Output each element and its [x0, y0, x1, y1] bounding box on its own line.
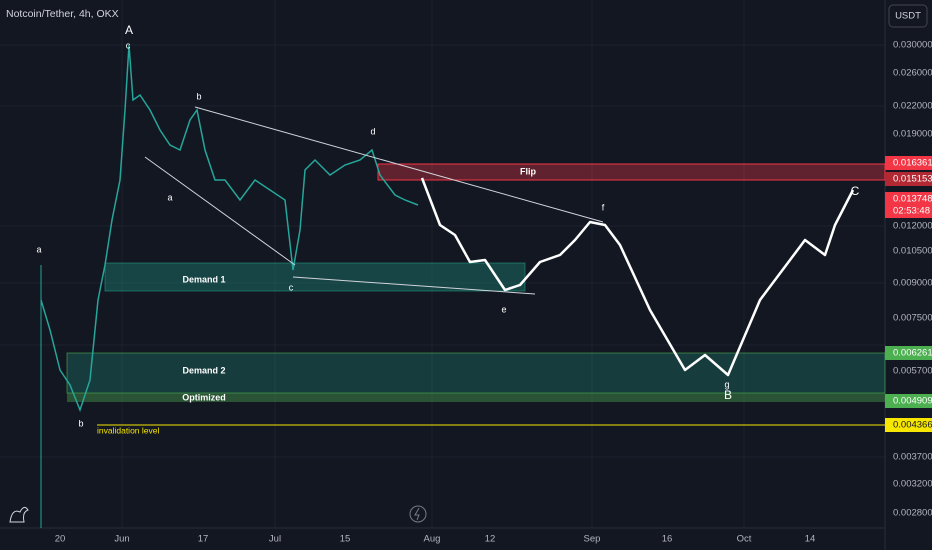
price-action	[40, 44, 419, 413]
symbol-title: Notcoin/Tether, 4h, OKX	[6, 8, 119, 20]
price-tag	[885, 418, 932, 432]
trendlines	[144, 106, 604, 295]
wave-label: b	[78, 418, 83, 428]
price-tag-label: 0.015153	[893, 174, 932, 185]
wave-label: b	[196, 91, 201, 101]
price-tag-label: 0.016361	[893, 158, 932, 169]
wave-label: e	[501, 304, 506, 314]
time-axis-label: 12	[485, 534, 496, 545]
currency-button[interactable]	[888, 4, 928, 28]
optimized-zone	[67, 393, 885, 402]
replay-icon[interactable]	[409, 505, 427, 523]
replay-icon	[414, 507, 420, 521]
price-tag	[885, 394, 932, 408]
price-axis-label: 0.030000	[893, 40, 932, 51]
price-tag-label: 0.013748	[893, 194, 932, 205]
zone-label: Optimized	[182, 392, 226, 402]
price-axis-label: 0.019000	[893, 129, 932, 140]
time-axis-label: 17	[198, 534, 209, 545]
price-axis-label: 0.022000	[893, 101, 932, 112]
wave-label: A	[125, 23, 133, 37]
demand1-zone	[104, 262, 526, 292]
time-axis-label: Oct	[737, 534, 752, 545]
price-tag-label: 0.004909	[893, 396, 932, 407]
wave-label: g	[724, 379, 729, 389]
price-tag	[885, 172, 932, 186]
wave-label: a	[36, 244, 41, 254]
price-tag	[885, 346, 932, 360]
price-axis-label: 0.010500	[893, 246, 932, 257]
logo	[9, 506, 29, 523]
time-axis-label: Aug	[424, 534, 441, 545]
wave-label: c	[289, 282, 294, 292]
wave-label: C	[851, 184, 860, 198]
price-tag	[885, 156, 932, 170]
flip-zone	[377, 163, 886, 181]
time-axis-label: 14	[805, 534, 816, 545]
price-axis-label: 0.005700	[893, 366, 932, 377]
wave-label: B	[724, 388, 732, 402]
price-axis-label: 0.026000	[893, 68, 932, 79]
countdown: 02:53:48	[893, 206, 930, 217]
time-axis-label: 15	[340, 534, 351, 545]
price-axis-label: 0.003200	[893, 479, 932, 490]
projection-path	[420, 177, 855, 377]
price-tag-label: 0.004366	[893, 420, 932, 431]
price-axis-label: 0.007500	[893, 313, 932, 324]
demand2-zone	[66, 352, 886, 394]
zone-label: Demand 2	[182, 365, 225, 375]
time-axis-label: 16	[662, 534, 673, 545]
time-axis-label: Sep	[584, 534, 601, 545]
time-axis-label: Jun	[114, 534, 129, 545]
wave-label: d	[370, 126, 375, 136]
wave-label: c	[126, 40, 131, 50]
price-tag	[885, 192, 932, 218]
price-axis-label: 0.009000	[893, 278, 932, 289]
price-axis-label: 0.003700	[893, 452, 932, 463]
time-axis-label: 20	[55, 534, 66, 545]
price-axis-label: 0.002800	[893, 508, 932, 519]
price-tag-label: 0.006261	[893, 348, 932, 359]
time-axis-label: Jul	[269, 534, 281, 545]
wave-label: a	[167, 192, 172, 202]
zone-label: Demand 1	[182, 274, 225, 284]
zone-label: invalidation level	[97, 425, 159, 435]
wave-label: f	[602, 202, 605, 212]
currency-label[interactable]: USDT	[895, 11, 921, 22]
price-axis-label: 0.012000	[893, 221, 932, 232]
zone-label: Flip	[520, 166, 536, 176]
